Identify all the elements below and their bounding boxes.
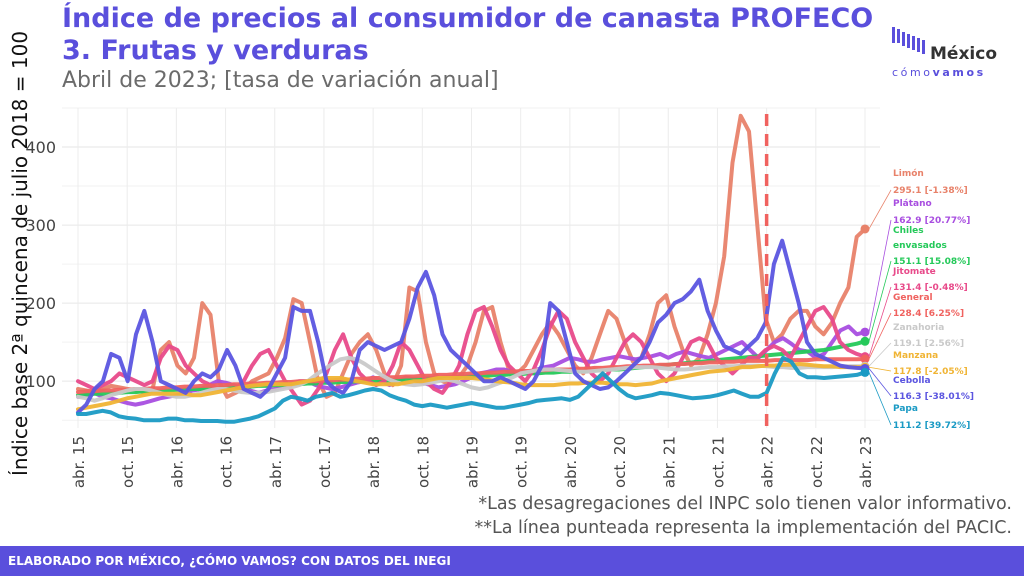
legend-name-6: Manzana <box>893 351 938 361</box>
legend-connector-4 <box>868 312 892 360</box>
series-end-dot-0 <box>860 224 870 234</box>
legend-value-0: 295.1 [-1.38%] <box>893 186 968 196</box>
logo-word: México <box>930 44 997 64</box>
y-tick-label: 100 <box>25 372 56 391</box>
x-tick-label: abr. 23 <box>857 436 875 488</box>
chart-title-line2: 3. Frutas y verduras <box>62 35 369 66</box>
legend-value-2: 151.1 [15.08%] <box>893 257 970 267</box>
legend-value-7: 116.3 [-38.01%] <box>893 392 974 402</box>
legend-connector-7 <box>868 368 892 397</box>
legend-name-2: envasados <box>893 241 947 251</box>
series-end-dot-2 <box>860 336 870 346</box>
chart-title: Índice de precios al consumidor de canas… <box>62 3 874 34</box>
y-tick-labels: 100 200 300 400 <box>25 138 56 391</box>
x-tick-label: abr. 19 <box>464 436 482 488</box>
x-tick-label: abr. 21 <box>660 436 678 488</box>
x-tick-labels: abr. 15 oct. 15 abr. 16 oct. 16 abr. 17 oct. … <box>70 436 875 488</box>
series-line-4 <box>76 357 867 395</box>
x-tick-label: oct. 22 <box>808 436 826 488</box>
y-tick-label: 200 <box>25 294 56 313</box>
x-tick-label: oct. 19 <box>513 436 531 488</box>
chart-subtitle: Abril de 2023; [tasa de variación anual] <box>62 68 499 93</box>
legend: Limón 295.1 [-1.38%] Plátano 162.9 [20.77%]… <box>868 168 974 431</box>
legend-value-1: 162.9 [20.77%] <box>893 216 970 226</box>
series-line-7 <box>76 238 867 415</box>
x-tick-label: oct. 17 <box>316 436 334 488</box>
x-tick-label: abr. 15 <box>70 436 88 488</box>
line-chart: 100 200 300 400 abr. 15 oct. 15 abr. 16 oct. 1… <box>25 107 974 488</box>
series-end-dot-4 <box>860 354 870 364</box>
x-tick-label: abr. 22 <box>759 436 777 488</box>
x-tick-label: oct. 21 <box>709 436 727 488</box>
series-line-5 <box>76 355 867 403</box>
series-end-dot-1 <box>860 327 870 337</box>
legend-name-3: Jitomate <box>892 267 936 277</box>
legend-value-6: 117.8 [-2.05%] <box>893 367 968 377</box>
x-tick-label: oct. 18 <box>414 436 432 488</box>
series-lines <box>76 113 870 424</box>
x-tick-label: abr. 16 <box>168 436 186 488</box>
legend-name-8: Papa <box>893 404 918 414</box>
x-tick-label: abr. 20 <box>562 436 580 488</box>
x-tick-label: oct. 20 <box>611 436 629 488</box>
series-line-6 <box>76 362 867 412</box>
footer-text: ELABORADO POR MÉXICO, ¿CÓMO VAMOS? CON D… <box>8 554 451 568</box>
legend-name-1: Plátano <box>893 199 932 209</box>
legend-connector-1 <box>868 219 892 333</box>
legend-value-5: 119.1 [2.56%] <box>893 339 964 349</box>
x-tick-label: abr. 17 <box>267 436 285 488</box>
x-tick-label: abr. 18 <box>365 436 383 488</box>
note-dashed-line: **La línea punteada representa la implem… <box>474 518 1012 538</box>
y-tick-label: 300 <box>25 216 56 235</box>
legend-value-4: 128.4 [6.25%] <box>893 309 964 319</box>
note-informative: *Las desagregaciones del INPC solo tiene… <box>478 494 1012 514</box>
series-line-0 <box>76 113 867 399</box>
legend-connector-8 <box>868 372 892 426</box>
x-tick-label: oct. 16 <box>218 436 236 488</box>
legend-connector-6 <box>868 366 892 372</box>
legend-name-4: General <box>893 293 933 303</box>
legend-name-2: Chiles <box>893 226 924 236</box>
logo-subword: cómovamos <box>892 66 986 79</box>
legend-name-0: Limón <box>893 168 924 179</box>
legend-value-3: 131.4 [-0.48%] <box>893 283 968 293</box>
x-tick-label: oct. 15 <box>119 436 137 488</box>
legend-connector-3 <box>868 286 892 357</box>
series-end-dot-8 <box>860 367 870 377</box>
legend-connector-5 <box>868 342 892 367</box>
legend-name-7: Cebolla <box>893 376 931 386</box>
legend-connector-2 <box>868 260 892 342</box>
series-line-8 <box>76 355 867 424</box>
legend-value-8: 111.2 [39.72%] <box>893 421 970 431</box>
footer-bar: ELABORADO POR MÉXICO, ¿CÓMO VAMOS? CON D… <box>0 546 1024 576</box>
legend-name-5: Zanahoria <box>893 323 944 333</box>
mexico-como-vamos-logo-icon <box>892 27 925 54</box>
legend-connector-0 <box>868 189 892 230</box>
y-tick-label: 400 <box>25 138 56 157</box>
